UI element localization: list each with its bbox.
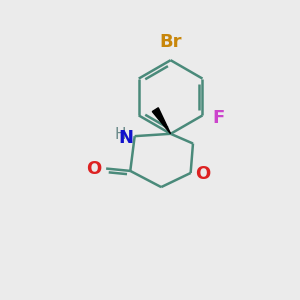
Text: H: H [115,127,126,142]
Text: Br: Br [159,33,182,51]
Text: O: O [86,160,102,178]
Text: F: F [213,109,225,127]
Text: O: O [195,165,210,183]
Text: N: N [118,129,133,147]
Polygon shape [152,108,171,134]
